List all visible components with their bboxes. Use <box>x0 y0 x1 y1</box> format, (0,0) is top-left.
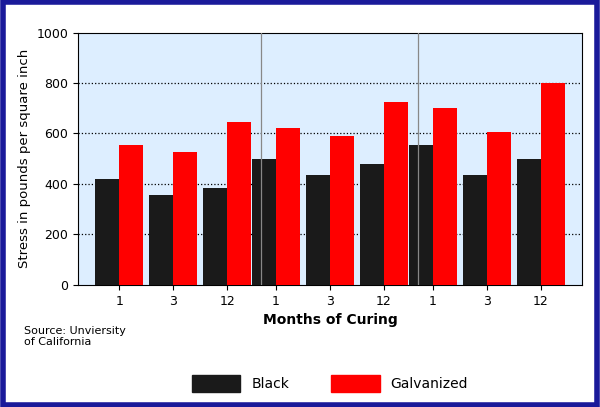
Text: Source: Unviersity
of California: Source: Unviersity of California <box>24 326 126 347</box>
Bar <box>95 179 119 285</box>
Bar <box>384 102 408 285</box>
Bar <box>463 175 487 285</box>
Bar <box>276 129 300 285</box>
Bar <box>306 175 330 285</box>
Bar <box>330 136 354 285</box>
Y-axis label: Stress in pounds per square inch: Stress in pounds per square inch <box>18 49 31 268</box>
X-axis label: Months of Curing: Months of Curing <box>263 313 397 327</box>
Bar <box>433 108 457 285</box>
Bar <box>252 159 276 285</box>
Bar <box>517 159 541 285</box>
Bar <box>409 145 433 285</box>
Bar <box>487 132 511 285</box>
Bar <box>203 188 227 285</box>
Bar <box>149 195 173 285</box>
Bar <box>227 122 251 285</box>
Bar <box>173 153 197 285</box>
Bar <box>119 145 143 285</box>
Legend: Black, Galvanized: Black, Galvanized <box>192 375 468 392</box>
Bar <box>541 83 565 285</box>
Bar <box>360 164 384 285</box>
